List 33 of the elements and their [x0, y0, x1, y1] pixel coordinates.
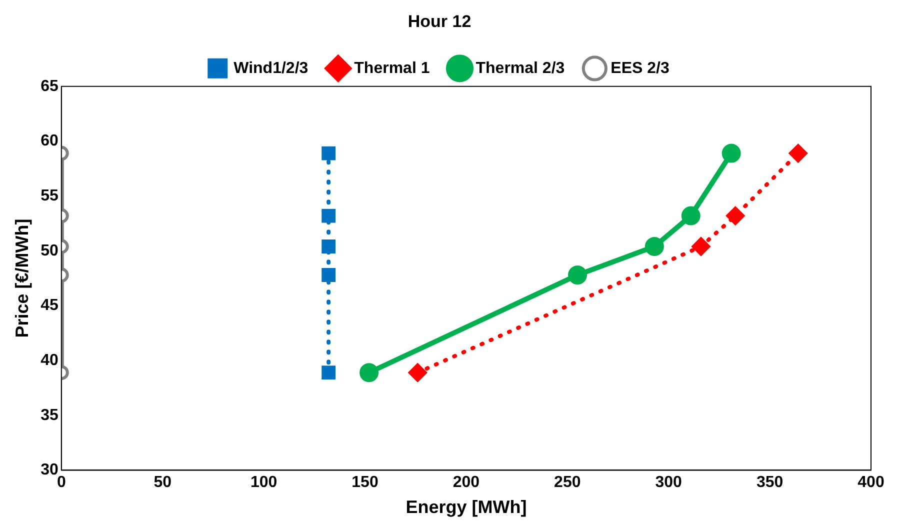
- x-tick-label: 100: [250, 474, 278, 492]
- legend-label: Thermal 2/3: [476, 60, 565, 77]
- chart-title: Hour 12: [408, 12, 472, 31]
- point: [722, 144, 741, 163]
- x-tick-label: 150: [352, 474, 378, 492]
- x-tick-label: 300: [655, 474, 682, 492]
- y-tick-label: 50: [40, 242, 58, 260]
- y-tick-label: 35: [40, 406, 58, 424]
- point: [408, 364, 427, 382]
- point: [681, 206, 700, 226]
- x-tick-label: 400: [858, 474, 884, 492]
- point: [692, 238, 710, 256]
- x-tick-label: 0: [56, 474, 66, 492]
- legend-label: Thermal 1: [354, 60, 430, 77]
- y-tick-label: 60: [40, 132, 58, 150]
- x-tick-label: 350: [756, 474, 784, 492]
- legend-label: Wind1/2/3: [234, 60, 308, 77]
- y-tick-label: 40: [40, 352, 58, 369]
- y-tick-label: 65: [40, 78, 58, 95]
- x-tick-label: 200: [452, 474, 480, 492]
- point: [726, 206, 744, 225]
- y-tick-label: 55: [40, 187, 58, 204]
- y-tick-label: 30: [40, 462, 58, 479]
- y-tick-label: 45: [40, 297, 58, 314]
- x-tick-label: 50: [154, 474, 172, 492]
- point: [644, 237, 664, 256]
- x-tick-label: 250: [554, 474, 581, 492]
- y-axis-title: Price [€/MWh]: [12, 218, 32, 338]
- legend-label: EES 2/3: [610, 60, 670, 77]
- point: [568, 266, 588, 285]
- x-axis-title: Energy [MWh]: [406, 497, 527, 518]
- point: [789, 144, 808, 162]
- point: [360, 363, 379, 382]
